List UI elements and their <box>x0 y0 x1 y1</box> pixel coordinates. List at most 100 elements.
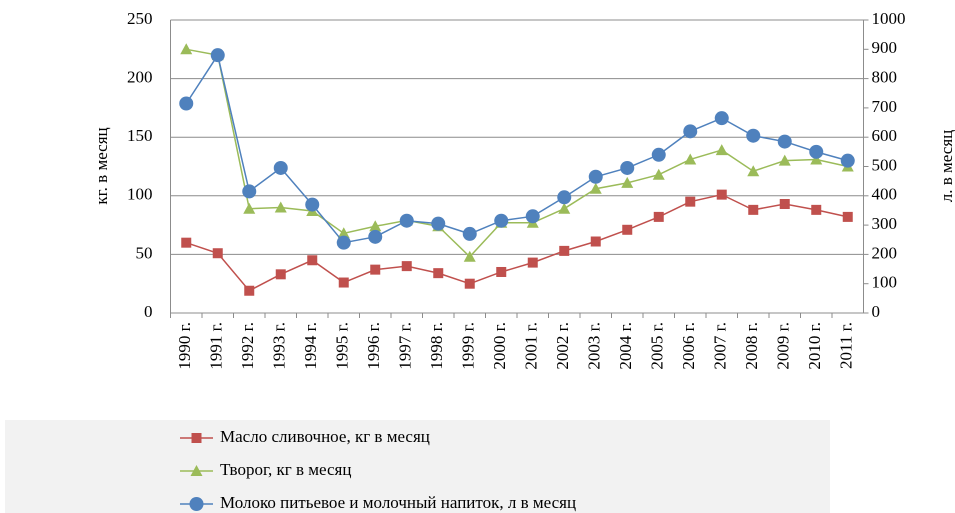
point <box>244 285 255 296</box>
point <box>811 204 822 215</box>
point <box>273 160 288 175</box>
point <box>620 160 635 175</box>
point <box>779 199 790 210</box>
y2-tick-label: 800 <box>872 68 898 87</box>
y-tick-label: 150 <box>127 126 153 145</box>
x-tick-label: 1990 г. <box>175 322 194 370</box>
x-tick-label: 2003 г. <box>585 322 604 370</box>
point <box>589 182 602 194</box>
point <box>307 255 318 266</box>
y2-tick-label: 300 <box>872 214 898 233</box>
legend-label: Масло сливочное, кг в месяц <box>220 427 430 446</box>
x-tick-label: 1993 г. <box>270 322 289 370</box>
y-tick-label: 50 <box>136 243 153 262</box>
y2-tick-label: 700 <box>872 97 898 116</box>
y-axis-label: кг. в месяц <box>92 127 111 204</box>
point <box>588 169 603 184</box>
x-tick-label: 2000 г. <box>490 322 509 370</box>
x-tick-label: 1996 г. <box>364 322 383 370</box>
point <box>370 264 381 275</box>
x-tick-label: 1991 г. <box>207 322 226 370</box>
point <box>368 229 383 244</box>
x-tick-label: 2008 г. <box>742 322 761 370</box>
point <box>212 248 223 259</box>
x-tick-label: 2004 г. <box>616 322 635 370</box>
point <box>621 176 634 188</box>
y2-tick-label: 100 <box>872 273 898 292</box>
point <box>399 213 414 228</box>
y-tick-label: 100 <box>127 185 153 204</box>
point <box>527 257 538 268</box>
y2-tick-label: 500 <box>872 155 898 174</box>
point <box>559 245 570 256</box>
point <box>242 184 257 199</box>
x-tick-label: 2007 г. <box>711 322 730 370</box>
point <box>431 216 446 231</box>
y2-tick-label: 200 <box>872 243 898 262</box>
point <box>558 202 571 214</box>
x-tick-label: 1994 г. <box>301 322 320 370</box>
point <box>684 153 697 165</box>
x-tick-label: 2009 г. <box>774 322 793 370</box>
point <box>336 235 351 250</box>
point <box>622 224 633 235</box>
point <box>274 201 287 213</box>
x-tick-label: 2001 г. <box>522 322 541 370</box>
series-line <box>185 53 848 244</box>
point <box>840 153 855 168</box>
point <box>683 124 698 139</box>
y-tick-label: 250 <box>127 9 153 28</box>
point <box>557 190 572 205</box>
point <box>180 43 193 55</box>
point <box>685 196 696 207</box>
y2-tick-label: 600 <box>872 126 898 145</box>
legend-marker <box>189 497 204 511</box>
y2-tick-label: 0 <box>872 302 881 321</box>
y2-tick-label: 400 <box>872 185 898 204</box>
point <box>243 202 256 214</box>
point <box>464 278 475 289</box>
x-tick-label: 2005 г. <box>648 322 667 370</box>
point <box>715 144 728 156</box>
point <box>651 147 666 162</box>
x-tick-label: 1999 г. <box>459 322 478 370</box>
point <box>716 189 727 200</box>
point <box>433 268 444 279</box>
point <box>181 237 192 248</box>
y2-axis-label: л. в месяц <box>937 130 955 202</box>
legend-marker <box>191 433 202 443</box>
legend-box <box>5 420 830 513</box>
point <box>463 250 476 262</box>
point <box>746 128 761 143</box>
point <box>714 111 729 126</box>
legend-label: Молоко питьевое и молочный напиток, л в … <box>220 493 576 512</box>
point <box>369 220 382 232</box>
point <box>401 261 412 272</box>
point <box>777 134 792 149</box>
x-tick-label: 1992 г. <box>238 322 257 370</box>
point <box>810 153 823 165</box>
series-line <box>186 193 848 292</box>
point <box>653 211 664 222</box>
legend-label: Творог, кг в месяц <box>220 460 351 479</box>
x-tick-label: 2002 г. <box>553 322 572 370</box>
point <box>652 168 665 180</box>
point <box>210 48 225 63</box>
series-line <box>186 48 848 258</box>
x-tick-label: 1995 г. <box>333 322 352 370</box>
point <box>494 213 509 228</box>
point <box>525 209 540 224</box>
point <box>748 204 759 215</box>
y-tick-label: 0 <box>144 302 153 321</box>
x-tick-label: 1997 г. <box>396 322 415 370</box>
point <box>275 269 286 280</box>
point <box>337 227 350 239</box>
point <box>778 154 791 166</box>
x-tick-label: 2011 г. <box>837 322 856 369</box>
point <box>809 144 824 159</box>
y2-tick-label: 1000 <box>872 9 906 28</box>
point <box>496 266 507 277</box>
point <box>590 236 601 247</box>
y-tick-label: 200 <box>127 68 153 87</box>
legend-marker <box>190 465 203 476</box>
